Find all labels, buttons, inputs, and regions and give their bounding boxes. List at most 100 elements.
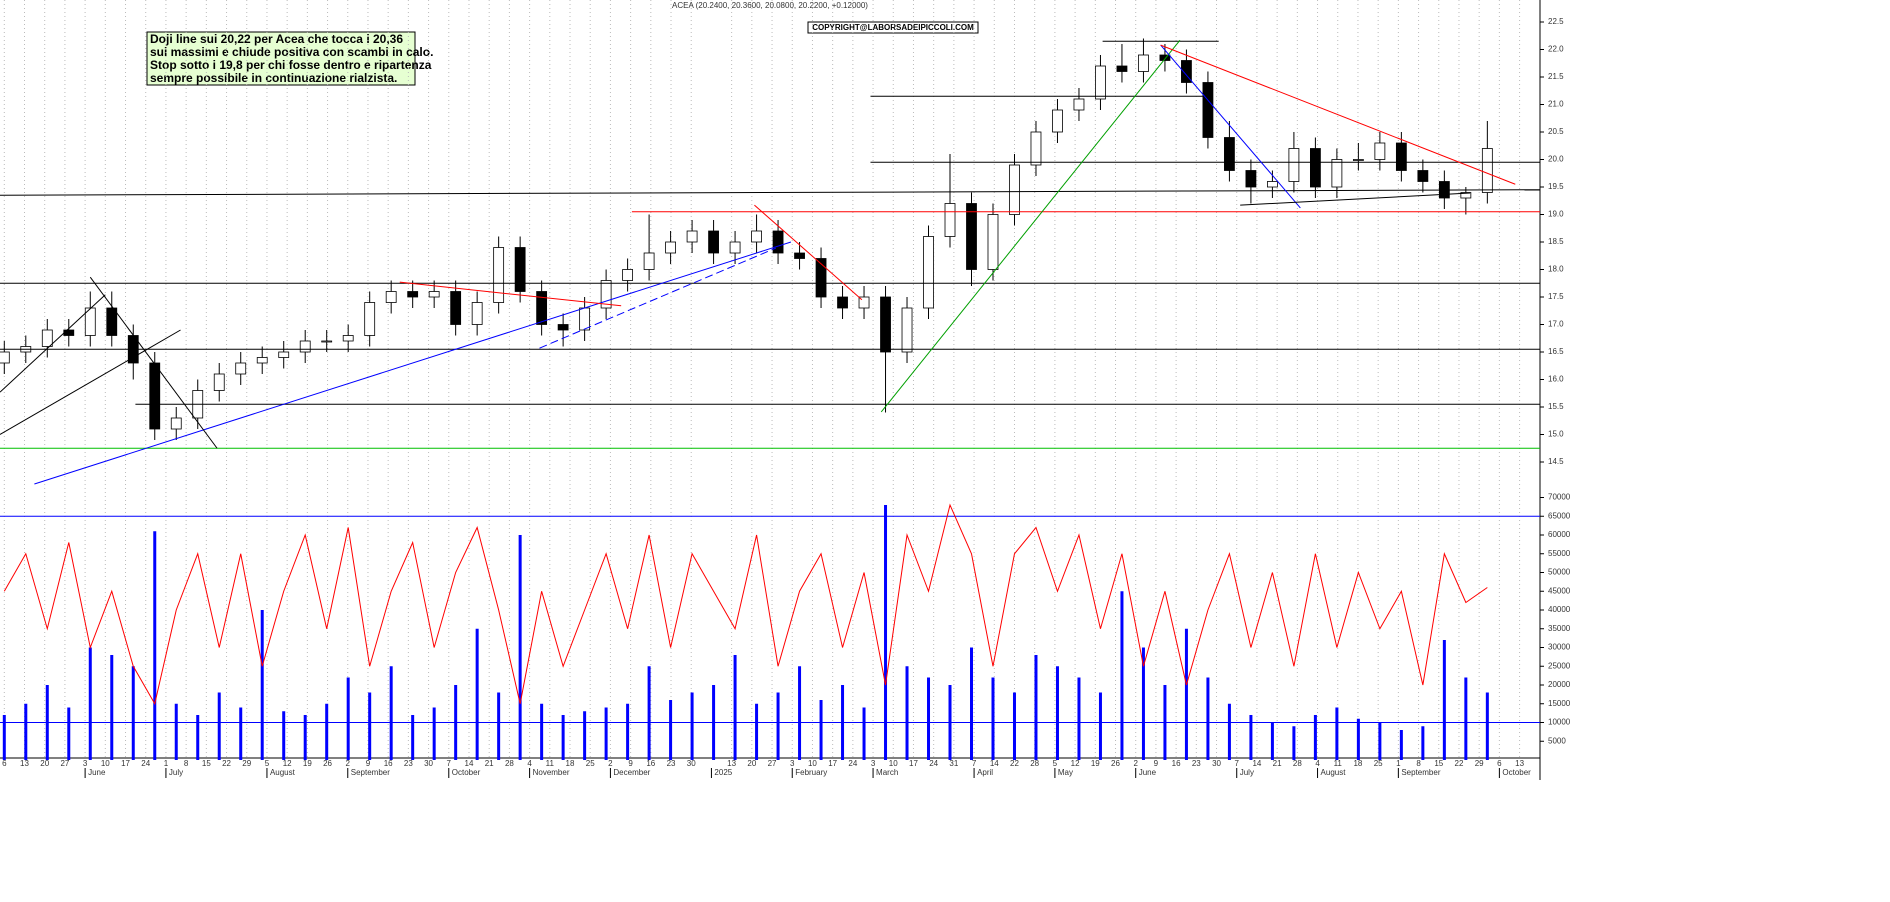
x-tick-label: 21 [485, 759, 494, 768]
month-label: July [169, 768, 183, 777]
x-tick-label: 16 [384, 759, 393, 768]
candle-body [278, 351, 290, 358]
volume-bar [518, 535, 522, 760]
candle-body [729, 241, 741, 254]
x-tick-label: 4 [527, 759, 532, 768]
candle-body [1116, 65, 1128, 72]
x-tick-label: 11 [546, 759, 555, 768]
trend-line [34, 241, 792, 485]
y-tick-label: 65000 [1548, 511, 1571, 520]
x-tick-label: 14 [1252, 759, 1261, 768]
volume-bar [325, 703, 329, 760]
candle-body [1309, 148, 1321, 188]
month-label: November [533, 768, 570, 777]
x-tick-label: 16 [646, 759, 655, 768]
x-tick-label: 6 [1497, 759, 1502, 768]
x-tick-label: 12 [1071, 759, 1080, 768]
volume-bar [991, 677, 995, 760]
volume-bar [669, 700, 673, 760]
volume-bar [1335, 707, 1339, 760]
candle-body [1331, 159, 1343, 188]
x-tick-label: 28 [1293, 759, 1302, 768]
volume-bar [67, 707, 71, 760]
candle-body [514, 247, 526, 292]
volume-bar [1442, 640, 1446, 760]
x-tick-label: 9 [628, 759, 633, 768]
y-tick-label: 5000 [1548, 736, 1566, 745]
month-label: October [452, 768, 481, 777]
y-tick-label: 55000 [1548, 549, 1571, 558]
candle-body [837, 296, 848, 309]
candle-body [1224, 137, 1235, 171]
candle-body [1395, 142, 1407, 171]
candle-body [901, 307, 913, 353]
x-tick-label: 23 [1192, 759, 1201, 768]
candle-body [1288, 148, 1300, 182]
y-tick-label: 70000 [1548, 493, 1571, 502]
x-tick-label: 29 [242, 759, 251, 768]
candle-body [493, 247, 505, 303]
y-tick-label: 10000 [1548, 718, 1571, 727]
x-tick-label: 7 [972, 759, 977, 768]
x-tick-label: 5 [1053, 759, 1058, 768]
y-tick-label: 14.5 [1548, 457, 1564, 466]
month-label: March [876, 768, 898, 777]
y-tick-label: 20.0 [1548, 155, 1564, 164]
x-tick-label: 3 [871, 759, 876, 768]
candle-body [1245, 170, 1257, 188]
trend-line [0, 294, 106, 393]
x-tick-label: 7 [447, 759, 452, 768]
month-label: October [1502, 768, 1531, 777]
volume-bar [1098, 692, 1102, 760]
candle-body [966, 203, 977, 270]
volume-bar [1270, 722, 1274, 760]
volume-bar [1077, 677, 1081, 760]
volume-bar [819, 700, 823, 760]
annotation: sempre possibile in continuazione rialzi… [150, 71, 397, 85]
candle-body [708, 230, 719, 254]
volume-bar [45, 685, 49, 760]
candle-body [643, 252, 655, 270]
x-tick-label: 13 [20, 759, 29, 768]
candle-body [686, 230, 698, 243]
y-tick-label: 22.0 [1548, 45, 1564, 54]
x-tick-label: 28 [505, 759, 514, 768]
volume-bar [1313, 715, 1317, 760]
trend-line [1240, 192, 1471, 206]
y-tick-label: 50000 [1548, 568, 1571, 577]
trend-line [1160, 44, 1301, 209]
x-tick-label: 15 [1434, 759, 1443, 768]
candle-body [213, 373, 225, 391]
x-tick-label: 30 [1212, 759, 1221, 768]
x-tick-label: 17 [909, 759, 918, 768]
month-label: September [351, 768, 390, 777]
x-tick-label: 10 [101, 759, 110, 768]
month-label: April [977, 768, 993, 777]
volume-bar [604, 707, 608, 760]
y-tick-label: 19.5 [1548, 182, 1564, 191]
volume-bar [1378, 722, 1382, 760]
y-tick-label: 16.0 [1548, 375, 1564, 384]
trend-line [754, 204, 863, 301]
volume-bar [497, 692, 501, 760]
candle-body [1202, 82, 1214, 138]
trend-line [880, 39, 1181, 413]
candle-body [1267, 181, 1278, 188]
x-tick-label: 4 [1315, 759, 1320, 768]
candle-body [987, 214, 999, 270]
candle-body [1009, 164, 1020, 215]
candle-body [1138, 54, 1149, 72]
volume-bar [948, 685, 952, 760]
candle-body [751, 230, 762, 243]
y-tick-label: 40000 [1548, 605, 1571, 614]
candle-body [321, 340, 333, 343]
x-tick-label: 24 [929, 759, 938, 768]
x-tick-label: 28 [1030, 759, 1039, 768]
x-tick-label: 13 [727, 759, 736, 768]
trend-line [539, 247, 777, 349]
volume-bar [755, 703, 759, 760]
y-tick-label: 60000 [1548, 530, 1571, 539]
volume-bar [1292, 726, 1296, 760]
month-label: June [1139, 768, 1157, 777]
